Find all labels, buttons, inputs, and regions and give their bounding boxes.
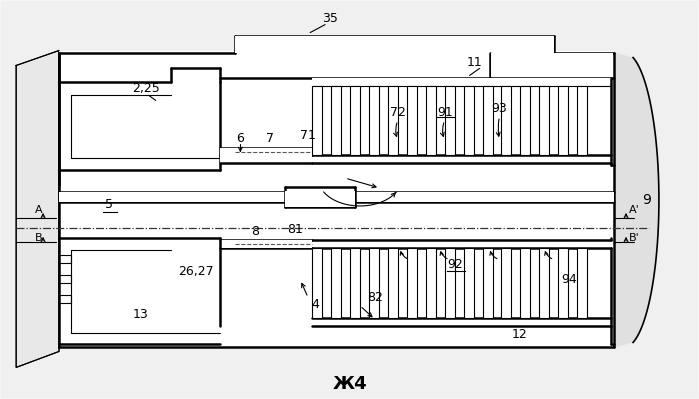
Bar <box>369 248 379 318</box>
Text: 7: 7 <box>266 132 274 145</box>
Bar <box>407 87 417 155</box>
Bar <box>285 191 355 207</box>
Text: A': A' <box>628 205 640 215</box>
Bar <box>559 248 568 318</box>
Text: B: B <box>35 233 43 243</box>
Bar <box>577 87 587 155</box>
Bar <box>482 87 493 155</box>
Bar <box>59 51 614 348</box>
Text: 11: 11 <box>467 56 482 69</box>
Bar <box>501 248 512 318</box>
Bar <box>520 248 531 318</box>
Bar <box>220 240 312 248</box>
Bar <box>388 87 398 155</box>
Bar <box>312 79 611 87</box>
Bar <box>520 87 531 155</box>
Text: 6: 6 <box>236 132 245 145</box>
Text: 5: 5 <box>105 198 113 211</box>
Polygon shape <box>614 53 659 348</box>
Bar <box>388 248 398 318</box>
Text: 8: 8 <box>252 225 259 238</box>
Text: 82: 82 <box>367 291 383 304</box>
Text: 71: 71 <box>300 129 316 142</box>
Bar <box>445 87 454 155</box>
Bar <box>445 248 454 318</box>
Text: 12: 12 <box>512 328 527 341</box>
Bar <box>407 248 417 318</box>
Bar <box>491 53 613 77</box>
Bar <box>540 87 549 155</box>
Bar <box>559 87 568 155</box>
Bar <box>577 248 587 318</box>
Text: 81: 81 <box>287 223 303 236</box>
Bar <box>331 248 341 318</box>
Text: 2,25: 2,25 <box>132 82 159 95</box>
Bar <box>540 248 549 318</box>
Bar <box>236 36 554 53</box>
Bar <box>59 192 614 202</box>
Text: 93: 93 <box>491 102 507 115</box>
Text: Ж4: Ж4 <box>333 375 367 393</box>
Bar <box>312 248 322 318</box>
Bar <box>463 87 473 155</box>
Text: 94: 94 <box>561 273 577 286</box>
Text: 72: 72 <box>390 106 405 119</box>
Polygon shape <box>16 51 59 367</box>
Bar <box>312 87 322 155</box>
Bar <box>501 87 512 155</box>
Text: 91: 91 <box>437 106 452 119</box>
Bar <box>350 87 360 155</box>
Text: 9: 9 <box>642 193 651 207</box>
Text: 13: 13 <box>133 308 149 321</box>
Bar <box>331 87 341 155</box>
Bar <box>482 248 493 318</box>
Text: 26,27: 26,27 <box>178 265 213 278</box>
Text: 4: 4 <box>311 298 319 311</box>
Bar <box>426 87 435 155</box>
Text: 35: 35 <box>322 12 338 25</box>
Bar <box>426 248 435 318</box>
Bar <box>350 248 360 318</box>
Text: 92: 92 <box>447 258 463 271</box>
Text: B': B' <box>628 233 640 243</box>
Bar <box>463 248 473 318</box>
Text: A: A <box>35 205 43 215</box>
Bar <box>369 87 379 155</box>
Bar <box>220 148 312 163</box>
